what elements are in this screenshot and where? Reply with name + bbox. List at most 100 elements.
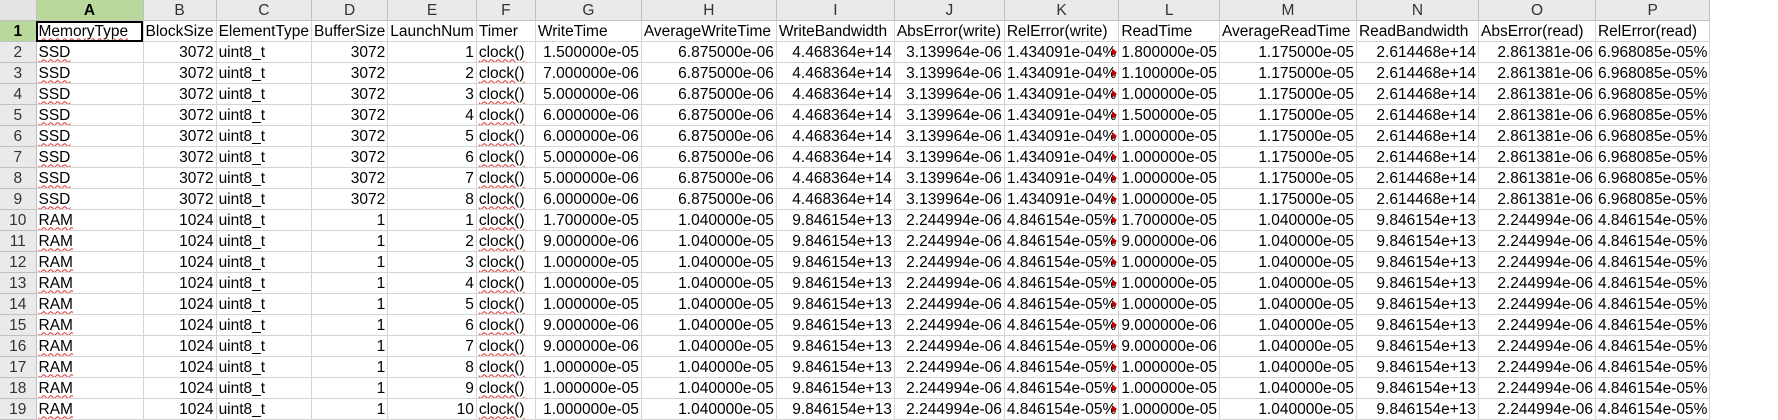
cell-i10[interactable]: 9.846154e+13 [776,209,895,231]
cell-e7[interactable]: 6 [387,146,477,168]
cell-d19[interactable]: 1 [311,398,389,420]
cell-b8[interactable]: 3072 [143,167,217,189]
cell-a15[interactable]: RAM [36,314,144,336]
cell-e16[interactable]: 7 [387,335,477,357]
cell-e11[interactable]: 2 [387,230,477,252]
cell-f13[interactable]: clock() [476,272,536,294]
cell-e5[interactable]: 4 [387,104,477,126]
cell-c3[interactable]: uint8_t [216,62,313,84]
cell-k12[interactable]: 4.846154e-05% [1004,251,1120,273]
cell-l3[interactable]: 1.100000e-05 [1118,62,1220,84]
cell-g5[interactable]: 6.000000e-06 [535,104,642,126]
column-header-d[interactable]: D [311,0,389,21]
cell-k11[interactable]: 4.846154e-05% [1004,230,1120,252]
cell-f5[interactable]: clock() [476,104,536,126]
cell-c14[interactable]: uint8_t [216,293,313,315]
cell-p8[interactable]: 6.968085e-05% [1595,167,1711,189]
cell-f17[interactable]: clock() [476,356,536,378]
cell-c13[interactable]: uint8_t [216,272,313,294]
cell-header-blocksize[interactable]: BlockSize [143,20,217,42]
cell-d8[interactable]: 3072 [311,167,389,189]
column-header-h[interactable]: H [641,0,777,21]
cell-h13[interactable]: 1.040000e-05 [641,272,777,294]
cell-k16[interactable]: 4.846154e-05% [1004,335,1120,357]
cell-j13[interactable]: 2.244994e-06 [894,272,1005,294]
cell-header-abserror-write[interactable]: AbsError(write) [894,20,1005,42]
cell-c10[interactable]: uint8_t [216,209,313,231]
cell-g17[interactable]: 1.000000e-05 [535,356,642,378]
cell-a18[interactable]: RAM [36,377,144,399]
cell-f6[interactable]: clock() [476,125,536,147]
cell-o9[interactable]: 2.861381e-06 [1478,188,1596,210]
cell-p16[interactable]: 4.846154e-05% [1595,335,1711,357]
cell-i17[interactable]: 9.846154e+13 [776,356,895,378]
column-header-n[interactable]: N [1356,0,1479,21]
cell-k6[interactable]: 1.434091e-04% [1004,125,1120,147]
cell-b4[interactable]: 3072 [143,83,217,105]
cell-k5[interactable]: 1.434091e-04% [1004,104,1120,126]
cell-header-buffersize[interactable]: BufferSize [311,20,389,42]
cell-p12[interactable]: 4.846154e-05% [1595,251,1711,273]
row-header-15[interactable]: 15 [0,314,37,336]
cell-f10[interactable]: clock() [476,209,536,231]
row-header-19[interactable]: 19 [0,398,37,420]
cell-m12[interactable]: 1.040000e-05 [1219,251,1357,273]
cell-c16[interactable]: uint8_t [216,335,313,357]
cell-n14[interactable]: 9.846154e+13 [1356,293,1479,315]
cell-m5[interactable]: 1.175000e-05 [1219,104,1357,126]
cell-j6[interactable]: 3.139964e-06 [894,125,1005,147]
select-all-corner[interactable] [0,0,37,21]
cell-header-elementtype[interactable]: ElementType [216,20,313,42]
cell-i6[interactable]: 4.468364e+14 [776,125,895,147]
cell-f7[interactable]: clock() [476,146,536,168]
cell-n7[interactable]: 2.614468e+14 [1356,146,1479,168]
cell-d14[interactable]: 1 [311,293,389,315]
cell-i2[interactable]: 4.468364e+14 [776,41,895,63]
cell-c2[interactable]: uint8_t [216,41,313,63]
cell-b11[interactable]: 1024 [143,230,217,252]
cell-h10[interactable]: 1.040000e-05 [641,209,777,231]
cell-b15[interactable]: 1024 [143,314,217,336]
column-header-o[interactable]: O [1478,0,1596,21]
cell-m6[interactable]: 1.175000e-05 [1219,125,1357,147]
cell-e4[interactable]: 3 [387,83,477,105]
cell-p7[interactable]: 6.968085e-05% [1595,146,1711,168]
cell-d16[interactable]: 1 [311,335,389,357]
cell-d7[interactable]: 3072 [311,146,389,168]
cell-h16[interactable]: 1.040000e-05 [641,335,777,357]
cell-p17[interactable]: 4.846154e-05% [1595,356,1711,378]
cell-g9[interactable]: 6.000000e-06 [535,188,642,210]
cell-g12[interactable]: 1.000000e-05 [535,251,642,273]
cell-f2[interactable]: clock() [476,41,536,63]
cell-p18[interactable]: 4.846154e-05% [1595,377,1711,399]
cell-l6[interactable]: 1.000000e-05 [1118,125,1220,147]
cell-n9[interactable]: 2.614468e+14 [1356,188,1479,210]
cell-d2[interactable]: 3072 [311,41,389,63]
cell-d5[interactable]: 3072 [311,104,389,126]
cell-header-averagewritetime[interactable]: AverageWriteTime [641,20,777,42]
cell-l2[interactable]: 1.800000e-05 [1118,41,1220,63]
cell-o15[interactable]: 2.244994e-06 [1478,314,1596,336]
cell-p2[interactable]: 6.968085e-05% [1595,41,1711,63]
cell-f18[interactable]: clock() [476,377,536,399]
cell-c8[interactable]: uint8_t [216,167,313,189]
cell-p4[interactable]: 6.968085e-05% [1595,83,1711,105]
cell-b14[interactable]: 1024 [143,293,217,315]
cell-l17[interactable]: 1.000000e-05 [1118,356,1220,378]
cell-m16[interactable]: 1.040000e-05 [1219,335,1357,357]
cell-i14[interactable]: 9.846154e+13 [776,293,895,315]
cell-k13[interactable]: 4.846154e-05% [1004,272,1120,294]
cell-j17[interactable]: 2.244994e-06 [894,356,1005,378]
cell-c18[interactable]: uint8_t [216,377,313,399]
cell-j16[interactable]: 2.244994e-06 [894,335,1005,357]
cell-c17[interactable]: uint8_t [216,356,313,378]
cell-g3[interactable]: 7.000000e-06 [535,62,642,84]
cell-n4[interactable]: 2.614468e+14 [1356,83,1479,105]
cell-i5[interactable]: 4.468364e+14 [776,104,895,126]
cell-h4[interactable]: 6.875000e-06 [641,83,777,105]
cell-k4[interactable]: 1.434091e-04% [1004,83,1120,105]
cell-o2[interactable]: 2.861381e-06 [1478,41,1596,63]
cell-e19[interactable]: 10 [387,398,477,420]
row-header-1[interactable]: 1 [0,20,37,42]
cell-m8[interactable]: 1.175000e-05 [1219,167,1357,189]
